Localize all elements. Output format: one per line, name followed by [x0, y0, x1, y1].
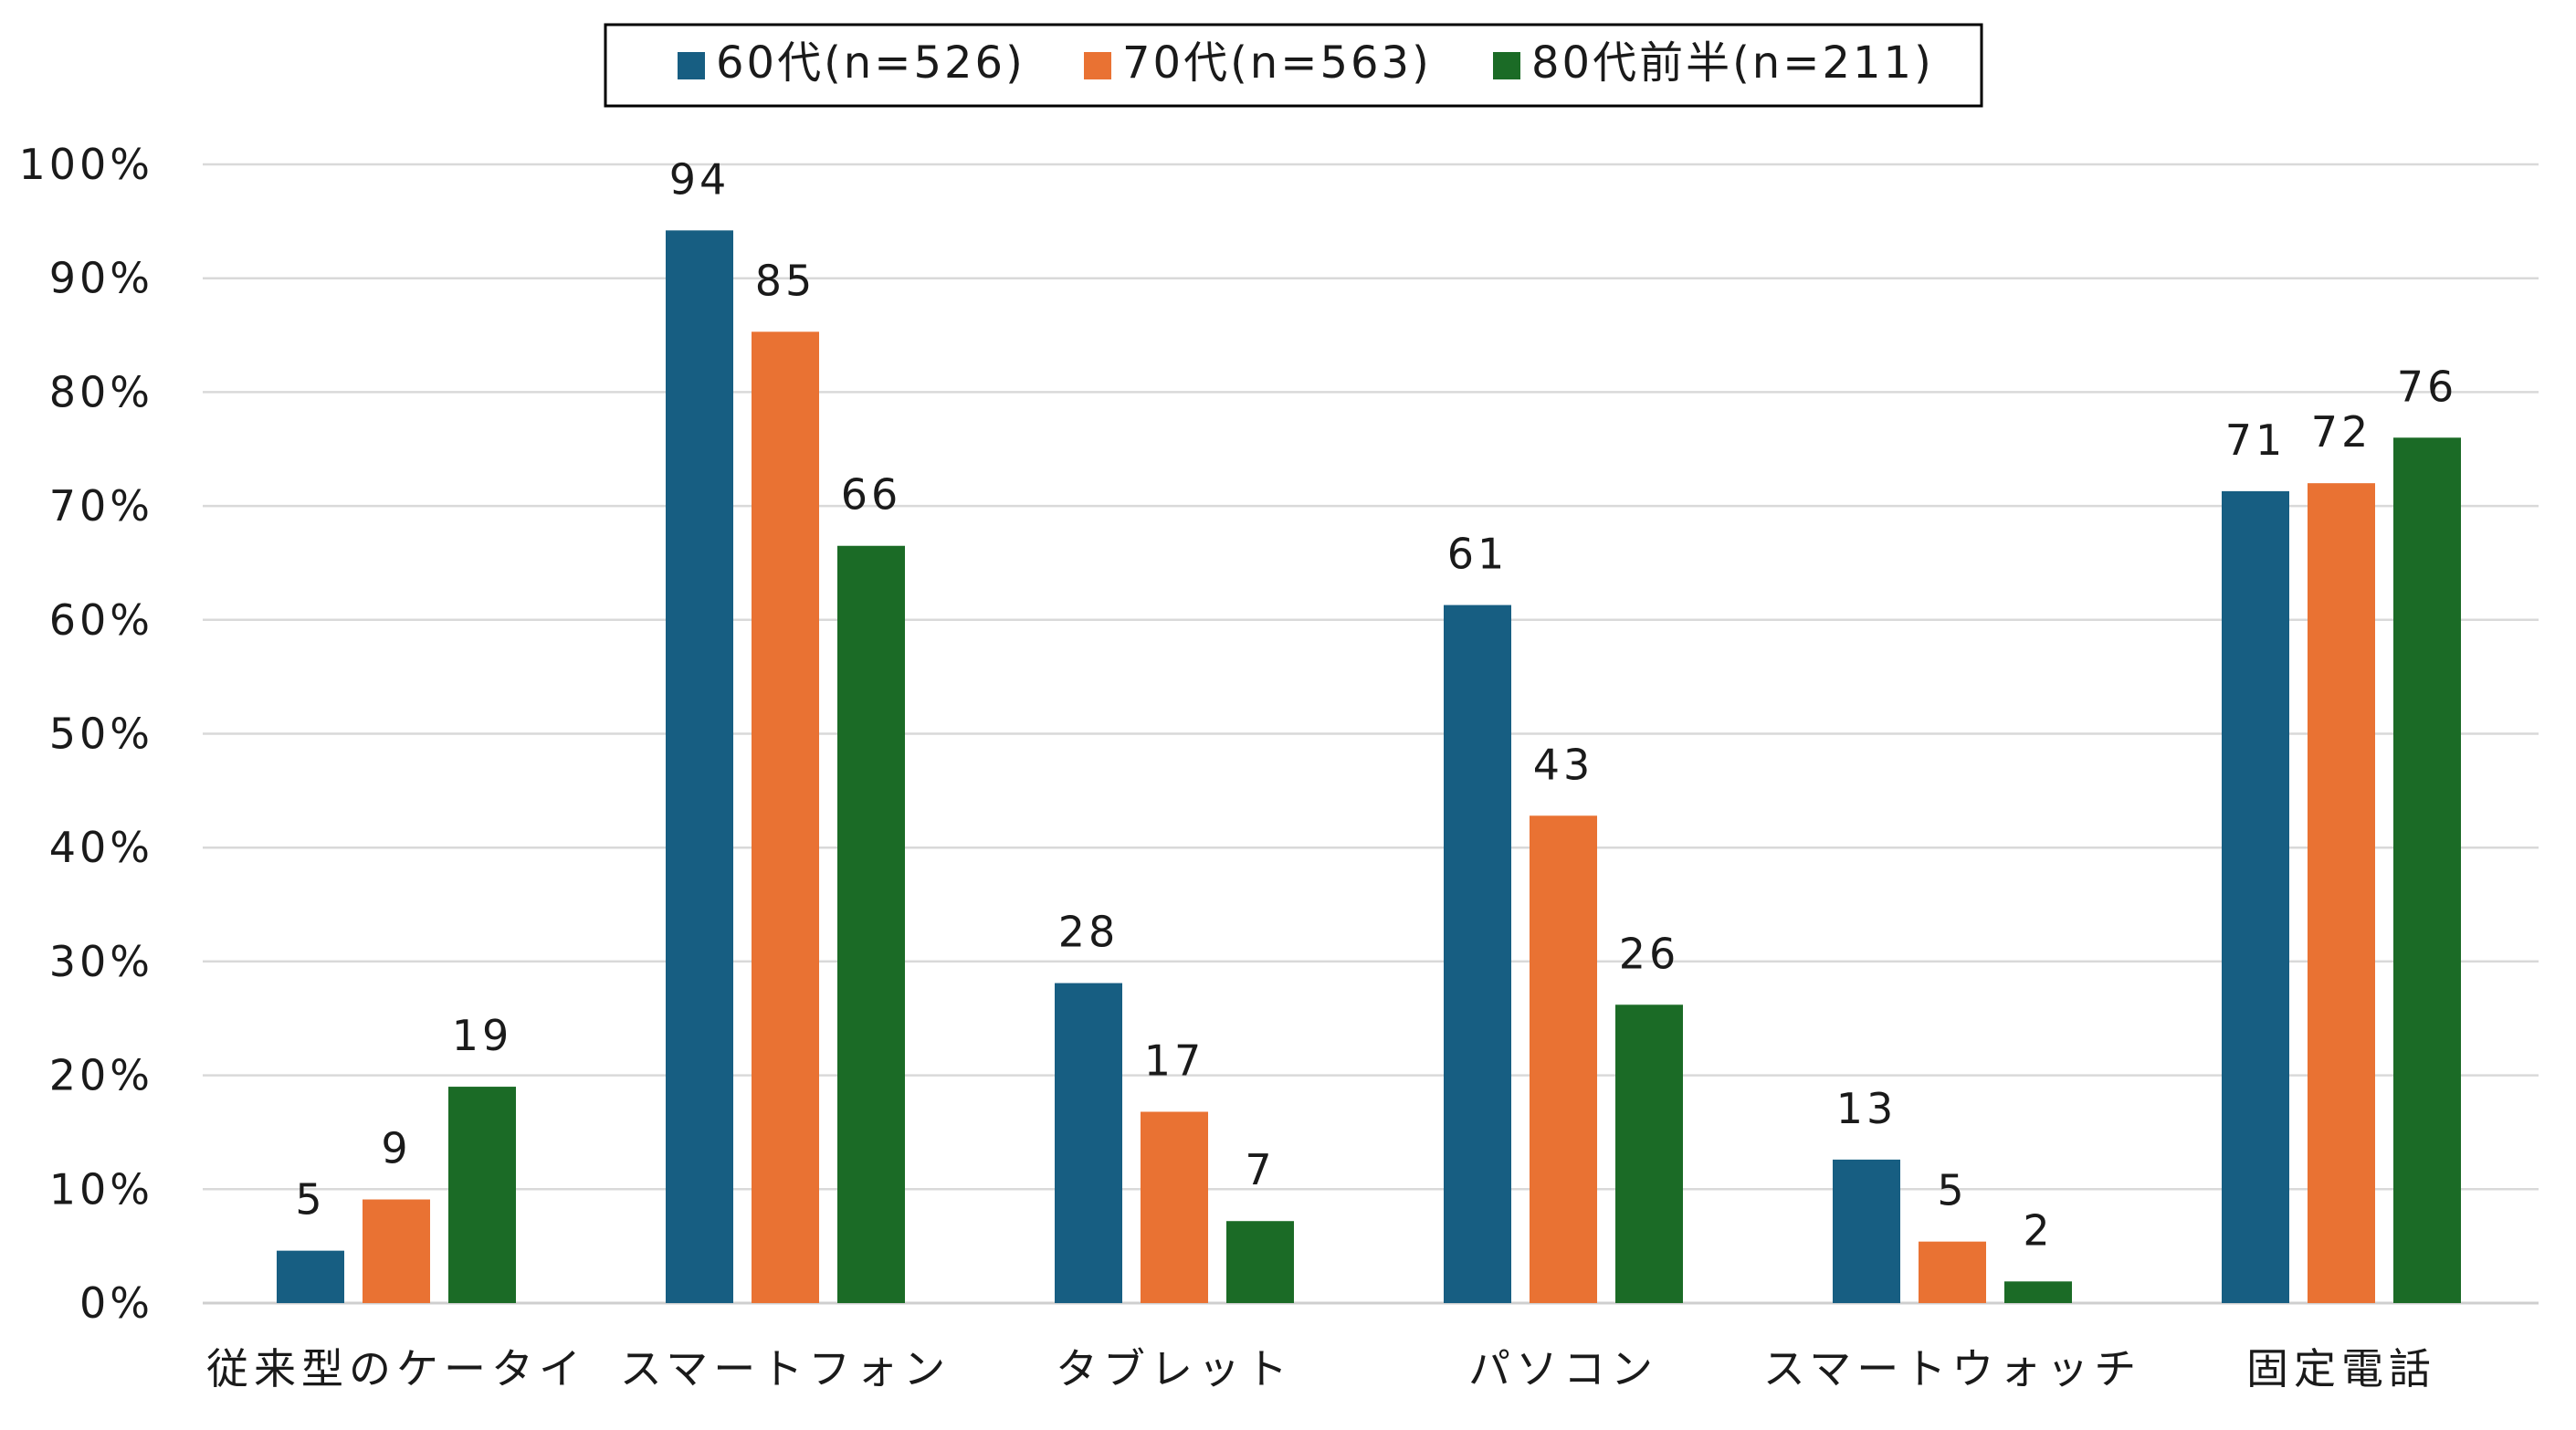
- bar: [1833, 1159, 1900, 1303]
- y-tick-label: 100%: [18, 140, 153, 189]
- data-label: 19: [452, 1011, 513, 1060]
- y-axis-ticks: 0% 10% 20% 30% 40% 50% 60% 70% 80% 90% 100%: [18, 140, 153, 1328]
- legend-box: [604, 23, 1983, 108]
- bar: [2004, 1281, 2072, 1303]
- bar: [1141, 1111, 1208, 1303]
- x-tick-label: 従来型のケータイ: [206, 1344, 586, 1393]
- data-label: 26: [1619, 929, 1680, 978]
- data-label: 28: [1058, 908, 1120, 957]
- bar: [752, 331, 819, 1304]
- y-tick-label: 10%: [49, 1164, 153, 1214]
- data-label: 17: [1144, 1036, 1205, 1086]
- data-label: 85: [755, 256, 816, 305]
- bar: [666, 230, 733, 1303]
- legend-swatch: [1493, 52, 1520, 79]
- y-tick-label: 60%: [49, 595, 153, 645]
- bar: [277, 1250, 344, 1303]
- bar: [2222, 490, 2289, 1303]
- y-tick-label: 90%: [49, 254, 153, 303]
- y-tick-label: 20%: [49, 1051, 153, 1100]
- bar: [2308, 483, 2375, 1303]
- data-label: 94: [669, 154, 731, 204]
- x-tick-label: タブレット: [1056, 1344, 1293, 1393]
- y-tick-label: 50%: [49, 710, 153, 759]
- bars: [277, 230, 2461, 1304]
- x-tick-label: 固定電話: [2246, 1344, 2436, 1393]
- legend-label: 80代前半(n=211): [1531, 37, 1934, 89]
- legend-label: 70代(n=563): [1122, 37, 1432, 89]
- legend-swatch: [678, 52, 705, 79]
- bar: [2393, 437, 2461, 1303]
- data-label: 43: [1533, 740, 1594, 789]
- y-tick-label: 0%: [79, 1278, 153, 1328]
- bar: [1615, 1004, 1683, 1303]
- data-label: 5: [295, 1175, 325, 1225]
- bar: [363, 1199, 430, 1303]
- y-tick-label: 40%: [49, 823, 153, 872]
- data-labels: 5 9 19 94 85 66 28 17 7 61 43 26 13 5 2 71 72 76: [295, 154, 2458, 1255]
- bar: [837, 545, 905, 1303]
- bar: [1444, 605, 1511, 1303]
- data-label: 66: [841, 470, 902, 520]
- data-label: 9: [381, 1124, 411, 1173]
- bar: [1226, 1221, 1294, 1303]
- data-label: 61: [1447, 530, 1509, 579]
- x-tick-label: スマートフォン: [620, 1344, 952, 1393]
- x-tick-label: スマートウォッチ: [1763, 1344, 2142, 1393]
- x-axis-categories: 従来型のケータイ スマートフォン タブレット パソコン スマートウォッチ 固定電話: [206, 1344, 2436, 1393]
- data-label: 76: [2397, 362, 2458, 411]
- bar: [1055, 983, 1122, 1303]
- bar: [448, 1087, 516, 1303]
- y-tick-label: 70%: [49, 481, 153, 531]
- data-label: 72: [2311, 407, 2372, 457]
- bar: [1919, 1241, 1986, 1303]
- x-tick-label: パソコン: [1468, 1344, 1658, 1393]
- data-label: 13: [1836, 1084, 1898, 1133]
- y-tick-label: 80%: [49, 367, 153, 416]
- data-label: 7: [1245, 1145, 1275, 1194]
- legend-label: 60代(n=526): [716, 37, 1025, 89]
- y-tick-label: 30%: [49, 937, 153, 986]
- data-label: 71: [2225, 415, 2287, 465]
- data-label: 5: [1937, 1166, 1967, 1215]
- gridlines: [203, 163, 2539, 1305]
- legend-swatch: [1084, 52, 1111, 79]
- bar: [1530, 815, 1597, 1303]
- data-label: 2: [2023, 1205, 2053, 1255]
- legend: 60代(n=526) 70代(n=563) 80代前半(n=211): [604, 23, 1983, 108]
